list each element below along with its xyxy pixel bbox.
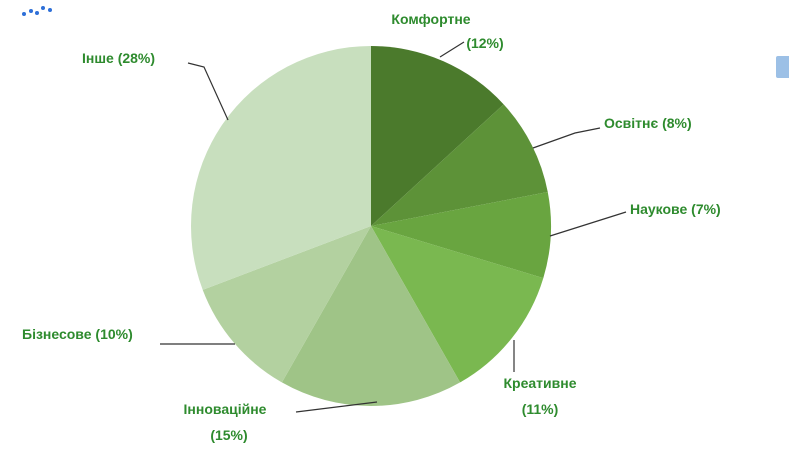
pie-slice-4 xyxy=(281,226,461,406)
pie-slice-6 xyxy=(191,46,371,290)
edge-badge xyxy=(776,56,789,78)
pie-slice-2 xyxy=(371,192,551,279)
slice-label-0: Комфортне xyxy=(391,11,470,27)
pie-slice-3 xyxy=(371,226,544,383)
leader-lines xyxy=(160,41,627,413)
slice-label-5: Бізнесове (10%) xyxy=(22,326,133,342)
pie-slices xyxy=(191,46,551,406)
leader-line-4 xyxy=(295,401,378,413)
pie-slice-1 xyxy=(371,104,548,226)
logo-fragment xyxy=(0,0,60,22)
leader-line-2 xyxy=(549,211,627,237)
pie-slice-0 xyxy=(371,46,504,226)
slice-label-4: Інноваційне xyxy=(184,401,267,417)
leader-line-6 xyxy=(187,62,229,121)
slice-label-3: Креативне xyxy=(504,375,577,391)
pie-slice-5 xyxy=(202,226,371,383)
slice-labels: Комфортне (12%) Освітнє (8%) Наукове (7%) Кр… xyxy=(22,11,721,443)
slice-percent-3: (11%) xyxy=(522,401,559,417)
slice-label-6: Інше (28%) xyxy=(82,50,155,66)
slice-label-1: Освітнє (8%) xyxy=(604,115,692,131)
slice-percent-4: (15%) xyxy=(210,427,247,443)
leader-line-1 xyxy=(532,127,601,149)
leader-line-0 xyxy=(439,41,465,58)
slice-label-2: Наукове (7%) xyxy=(630,201,721,217)
slice-percent-0: (12%) xyxy=(466,35,503,51)
